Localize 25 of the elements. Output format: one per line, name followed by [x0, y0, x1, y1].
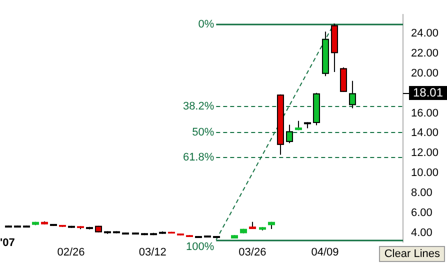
annotation: 0%: [198, 18, 214, 31]
annotation: '07: [0, 237, 15, 249]
candlestick: [349, 80, 356, 109]
y-tick-label: 22.00: [411, 47, 439, 60]
x-tick-label: 04/09: [311, 246, 339, 258]
x-tick-label: 03/26: [238, 246, 266, 258]
y-tick-label: 6.00: [411, 206, 432, 219]
annotation: 50%: [192, 126, 214, 139]
y-tick-label: 10.00: [411, 167, 439, 180]
y-tick-label: 24.00: [411, 28, 439, 40]
candlestick: [340, 66, 347, 92]
y-tick-label: 4.00: [411, 226, 432, 239]
y-tick-label: 20.00: [411, 67, 439, 80]
text: 18.01: [412, 85, 444, 100]
x-tick-label: 02/26: [57, 246, 85, 258]
y-tick-label: 16.00: [411, 107, 439, 120]
x-tick-label: 03/12: [138, 246, 166, 258]
y-tick-label: 12.00: [411, 147, 439, 160]
y-tick-label: 8.00: [411, 187, 432, 200]
annotation: 38.2%: [182, 100, 214, 113]
y-tick-label: 14.00: [411, 127, 439, 140]
annotation: 100%: [186, 241, 214, 254]
clear-button[interactable]: Clear Lines: [379, 246, 445, 262]
candlestick: [286, 124, 293, 144]
annotation: 61.8%: [182, 152, 214, 164]
